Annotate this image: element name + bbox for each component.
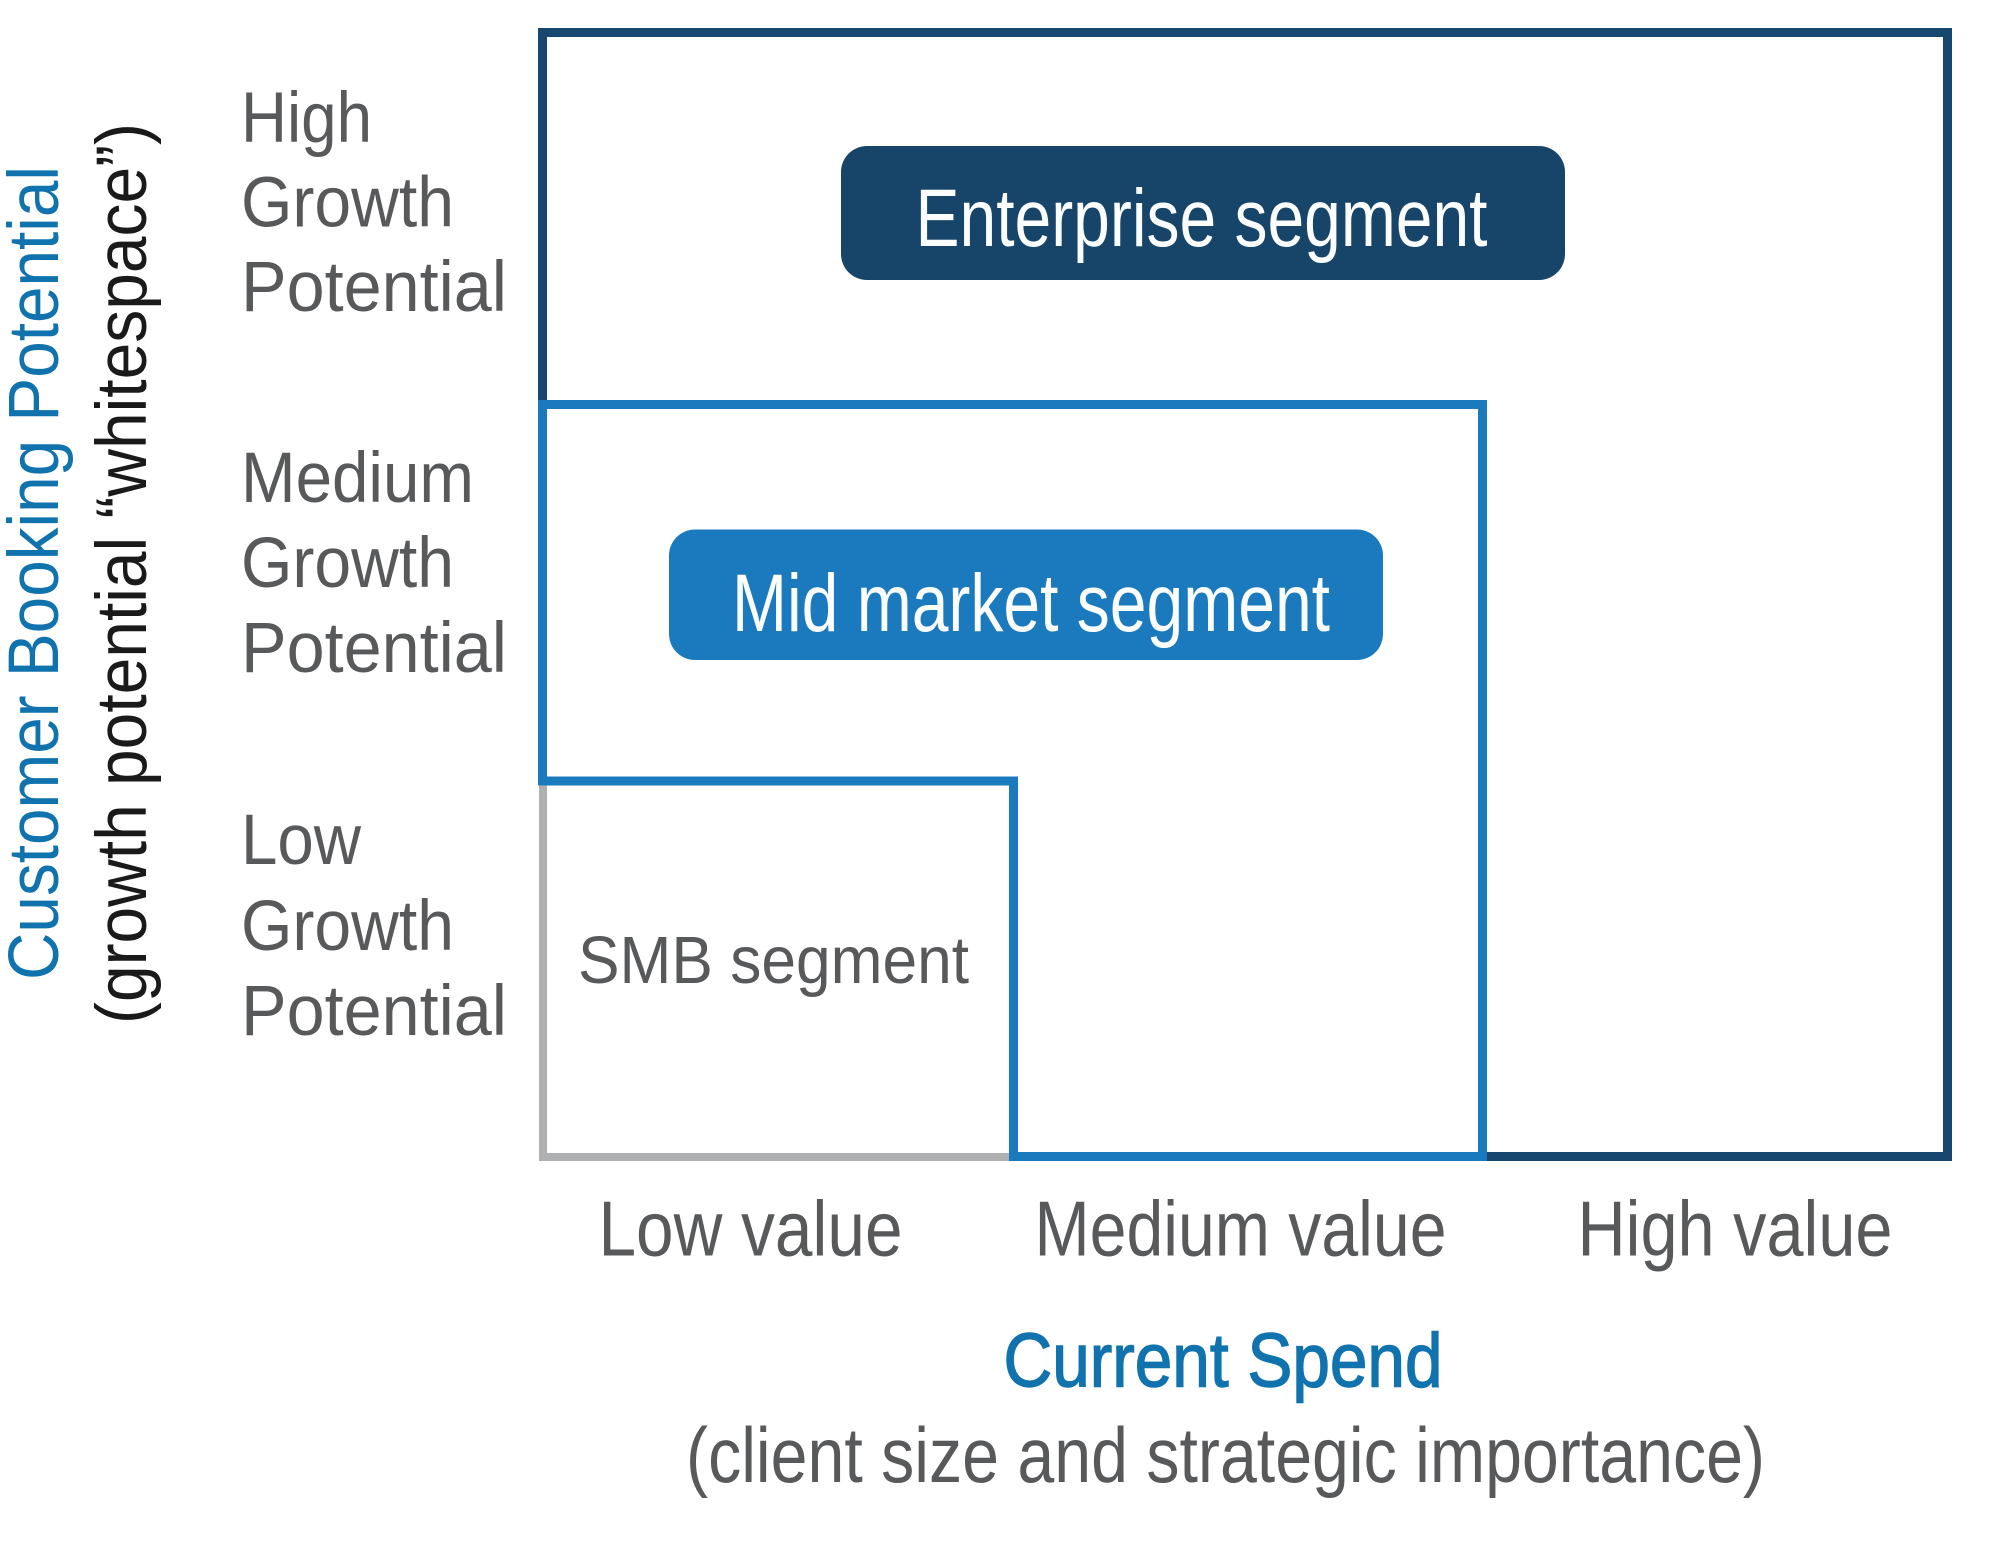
svg-text:Growth: Growth bbox=[241, 524, 454, 603]
svg-text:High value: High value bbox=[1578, 1185, 1893, 1273]
svg-text:Medium value: Medium value bbox=[1035, 1185, 1447, 1273]
svg-text:Growth: Growth bbox=[241, 887, 454, 966]
svg-text:Low value: Low value bbox=[599, 1185, 903, 1273]
svg-text:Current Spend: Current Spend bbox=[1004, 1319, 1443, 1404]
svg-text:Potential: Potential bbox=[241, 248, 507, 327]
svg-text:Potential: Potential bbox=[241, 609, 507, 688]
svg-text:Growth: Growth bbox=[241, 164, 454, 243]
svg-text:SMB segment: SMB segment bbox=[578, 923, 969, 998]
svg-text:Customer Booking Potential: Customer Booking Potential bbox=[0, 166, 74, 980]
svg-text:High: High bbox=[241, 79, 372, 158]
svg-text:Low: Low bbox=[241, 801, 362, 880]
svg-text:Medium: Medium bbox=[241, 439, 474, 518]
svg-text:(client size and strategic imp: (client size and strategic importance) bbox=[686, 1411, 1765, 1499]
svg-text:Potential: Potential bbox=[241, 972, 507, 1051]
svg-text:Mid market segment: Mid market segment bbox=[732, 558, 1330, 649]
svg-text:(growth potential “whitespace”: (growth potential “whitespace”) bbox=[83, 123, 162, 1024]
svg-text:Enterprise segment: Enterprise segment bbox=[916, 173, 1488, 264]
